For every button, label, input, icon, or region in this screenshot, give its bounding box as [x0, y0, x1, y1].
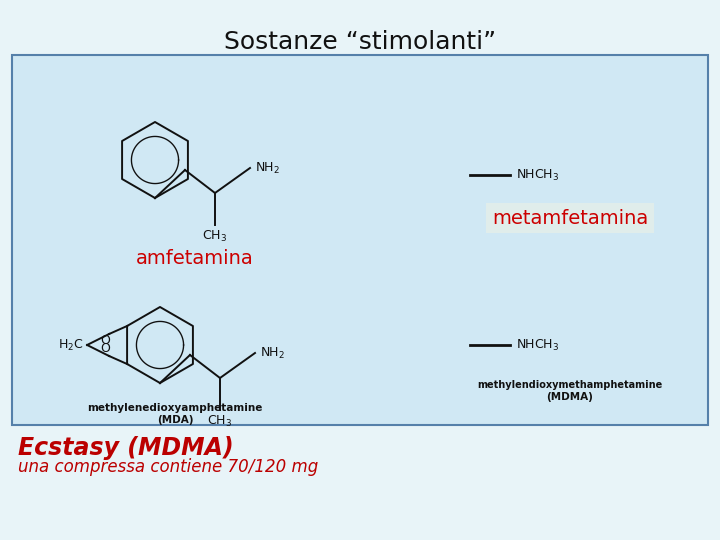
Text: amfetamina: amfetamina: [136, 248, 254, 267]
Text: metamfetamina: metamfetamina: [492, 208, 648, 227]
Text: methylendioxymethamphetamine: methylendioxymethamphetamine: [477, 380, 662, 390]
Text: CH$_3$: CH$_3$: [207, 414, 233, 429]
Text: O: O: [100, 334, 110, 348]
Text: H$_2$C: H$_2$C: [58, 338, 84, 353]
Text: Sostanze “stimolanti”: Sostanze “stimolanti”: [224, 30, 496, 54]
Text: Ecstasy (MDMA): Ecstasy (MDMA): [18, 436, 233, 460]
Text: NH$_2$: NH$_2$: [260, 346, 285, 361]
Text: NH$_2$: NH$_2$: [255, 160, 280, 176]
Text: CH$_3$: CH$_3$: [202, 229, 228, 244]
Text: una compressa contiene 70/120 mg: una compressa contiene 70/120 mg: [18, 458, 318, 476]
Text: methylenedioxyamphetamine: methylenedioxyamphetamine: [87, 403, 263, 413]
Text: (MDA): (MDA): [157, 415, 193, 425]
Bar: [12, 55, 708, 425]
Text: (MDMA): (MDMA): [546, 392, 593, 402]
Text: NHCH$_3$: NHCH$_3$: [516, 338, 559, 353]
Text: O: O: [100, 342, 110, 355]
Text: NHCH$_3$: NHCH$_3$: [516, 167, 559, 183]
